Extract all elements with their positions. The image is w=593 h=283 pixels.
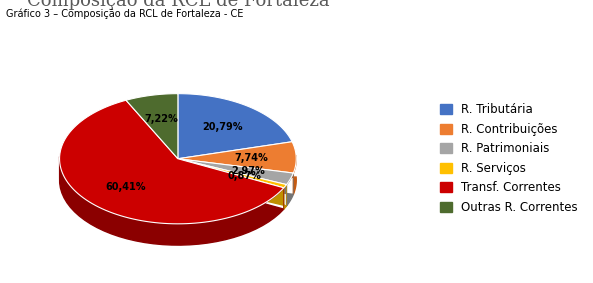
Polygon shape bbox=[178, 159, 294, 185]
Polygon shape bbox=[178, 142, 296, 173]
Text: 7,74%: 7,74% bbox=[234, 153, 268, 163]
Text: 60,41%: 60,41% bbox=[106, 182, 146, 192]
Text: 2,97%: 2,97% bbox=[231, 166, 264, 176]
Text: Gráfico 3 – Composição da RCL de Fortaleza - CE: Gráfico 3 – Composição da RCL de Fortale… bbox=[6, 8, 243, 19]
Polygon shape bbox=[178, 159, 286, 209]
Polygon shape bbox=[178, 94, 292, 159]
Text: Composição da RCL de Fortaleza: Composição da RCL de Fortaleza bbox=[27, 0, 329, 10]
Text: 7,22%: 7,22% bbox=[145, 114, 178, 125]
Polygon shape bbox=[178, 159, 294, 206]
Polygon shape bbox=[60, 156, 284, 245]
Polygon shape bbox=[178, 159, 286, 188]
Polygon shape bbox=[59, 100, 284, 224]
Text: 20,79%: 20,79% bbox=[202, 122, 243, 132]
Legend: R. Tributária, R. Contribuições, R. Patrimoniais, R. Serviços, Transf. Correntes: R. Tributária, R. Contribuições, R. Patr… bbox=[436, 100, 581, 217]
Polygon shape bbox=[178, 156, 296, 194]
Text: 0,87%: 0,87% bbox=[228, 171, 262, 181]
Polygon shape bbox=[126, 94, 178, 159]
